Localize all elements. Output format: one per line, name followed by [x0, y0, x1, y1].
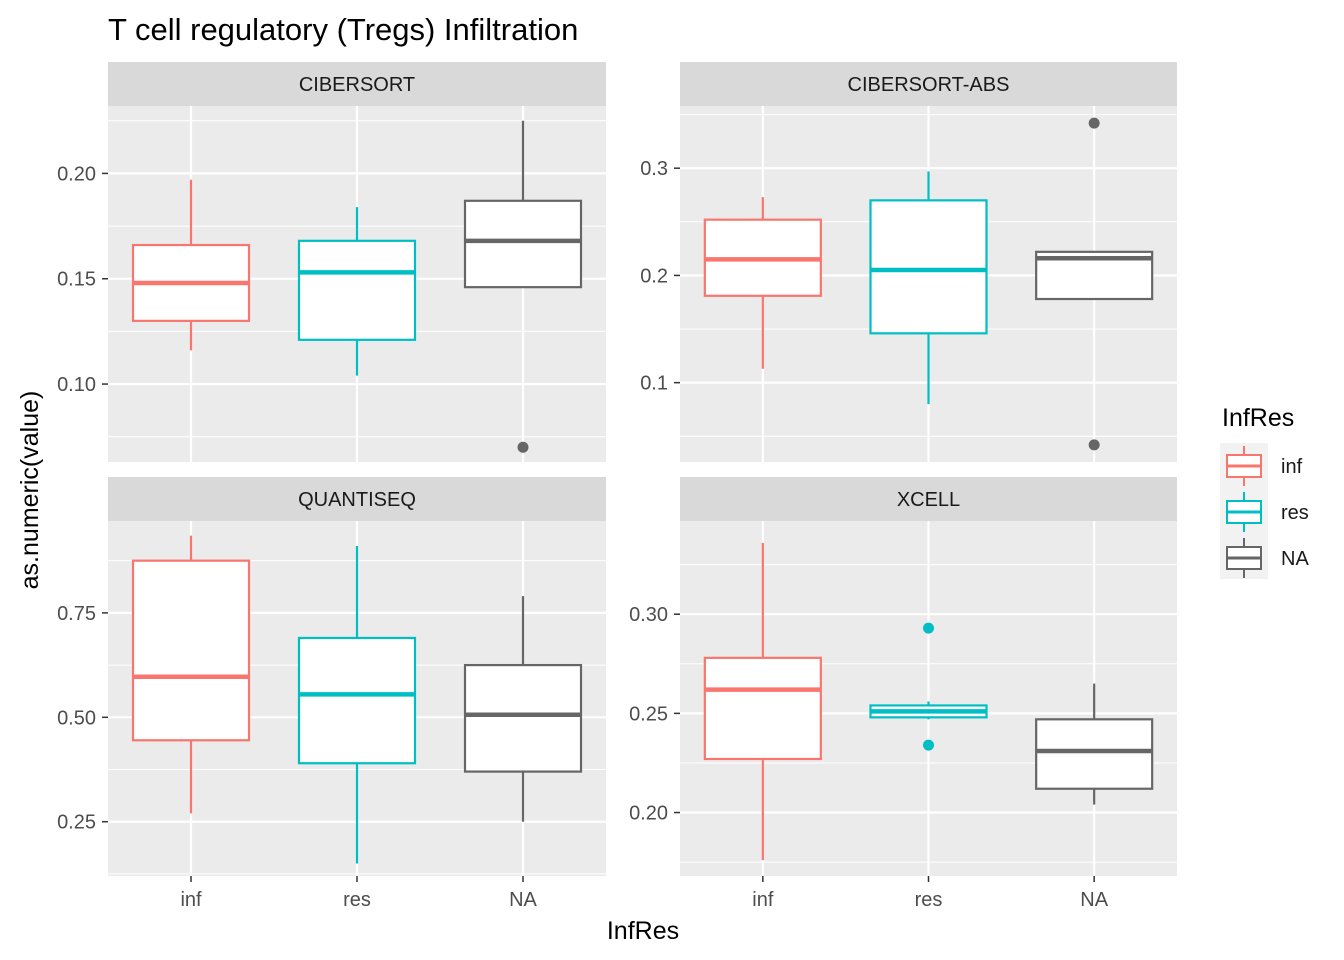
- facet-strip-label: XCELL: [897, 489, 960, 511]
- y-tick-label: 0.20: [57, 163, 96, 185]
- box-iqr: [703, 656, 822, 761]
- box-iqr: [297, 239, 417, 341]
- box-iqr: [869, 199, 988, 335]
- outlier-point: [923, 739, 934, 751]
- facet-quantiseq: QUANTISEQ 0.25 0.50 0.75 inf res NA: [57, 477, 606, 911]
- facet-strip: [108, 477, 606, 521]
- y-tick-label: 0.10: [57, 374, 96, 396]
- y-tick-label: 0.3: [640, 158, 668, 180]
- box-res: [869, 622, 988, 751]
- x-axis-label: InfRes: [607, 917, 679, 945]
- box-na: [463, 120, 583, 453]
- box-iqr: [463, 663, 583, 773]
- box-iqr: [131, 559, 251, 742]
- box-inf: [703, 542, 822, 861]
- legend-title: InfRes: [1222, 404, 1294, 432]
- box-na: [463, 596, 583, 822]
- x-tick-label: inf: [752, 889, 774, 911]
- legend-item-res: res: [1226, 492, 1309, 532]
- outlier-point: [517, 441, 529, 453]
- facet-strip: [108, 62, 606, 106]
- facet-xcell: XCELL 0.20 0.25 0.30 inf res NA: [629, 477, 1177, 911]
- outlier-point: [923, 622, 934, 634]
- box-inf: [131, 535, 251, 814]
- facet-strip-label: CIBERSORT-ABS: [848, 74, 1010, 96]
- box-iqr: [297, 636, 417, 765]
- x-tick-label: res: [343, 889, 371, 911]
- y-tick-label: 0.25: [57, 812, 96, 834]
- facet-strip-label: QUANTISEQ: [298, 489, 416, 511]
- facet-strip-label: CIBERSORT: [299, 74, 415, 96]
- x-tick-label: NA: [509, 889, 537, 911]
- y-tick-label: 0.2: [640, 265, 668, 287]
- outlier-point: [1088, 439, 1100, 451]
- box-inf: [131, 179, 251, 351]
- y-tick-label: 0.1: [640, 373, 668, 395]
- legend-item-label: inf: [1281, 456, 1303, 478]
- box-na: [1035, 683, 1154, 805]
- x-tick-label: NA: [1080, 889, 1108, 911]
- y-tick-label: 0.75: [57, 603, 96, 625]
- y-tick-label: 0.25: [629, 703, 668, 725]
- legend-item-inf: inf: [1226, 446, 1303, 486]
- legend-item-na: NA: [1226, 538, 1309, 578]
- facet-panels: CIBERSORT 0.10 0.15 0.20 CIBERSORT-ABS 0.1 0.2…: [57, 62, 1177, 911]
- legend-item-label: res: [1281, 502, 1309, 524]
- box-res: [869, 171, 988, 405]
- y-tick-label: 0.15: [57, 269, 96, 291]
- box-na: [1035, 117, 1154, 451]
- box-res: [297, 207, 417, 376]
- x-tick-label: res: [915, 889, 943, 911]
- box-iqr: [1035, 718, 1154, 790]
- box-iqr: [463, 199, 583, 289]
- legend-item-label: NA: [1281, 548, 1309, 570]
- chart-title: T cell regulatory (Tregs) Infiltration: [108, 12, 578, 47]
- outlier-point: [1088, 117, 1100, 129]
- y-axis-label: as.numeric(value): [16, 391, 44, 590]
- facet-cibersort: CIBERSORT 0.10 0.15 0.20: [57, 62, 606, 462]
- y-tick-label: 0.50: [57, 707, 96, 729]
- box-inf: [703, 197, 822, 369]
- facet-strip: [680, 62, 1177, 106]
- x-tick-label: inf: [180, 889, 202, 911]
- facet-cibersort-abs: CIBERSORT-ABS 0.1 0.2 0.3: [640, 62, 1177, 462]
- box-res: [297, 546, 417, 864]
- y-tick-label: 0.30: [629, 604, 668, 626]
- y-tick-label: 0.20: [629, 803, 668, 825]
- legend: InfRes inf res NA: [1220, 404, 1309, 579]
- facet-strip: [680, 477, 1177, 521]
